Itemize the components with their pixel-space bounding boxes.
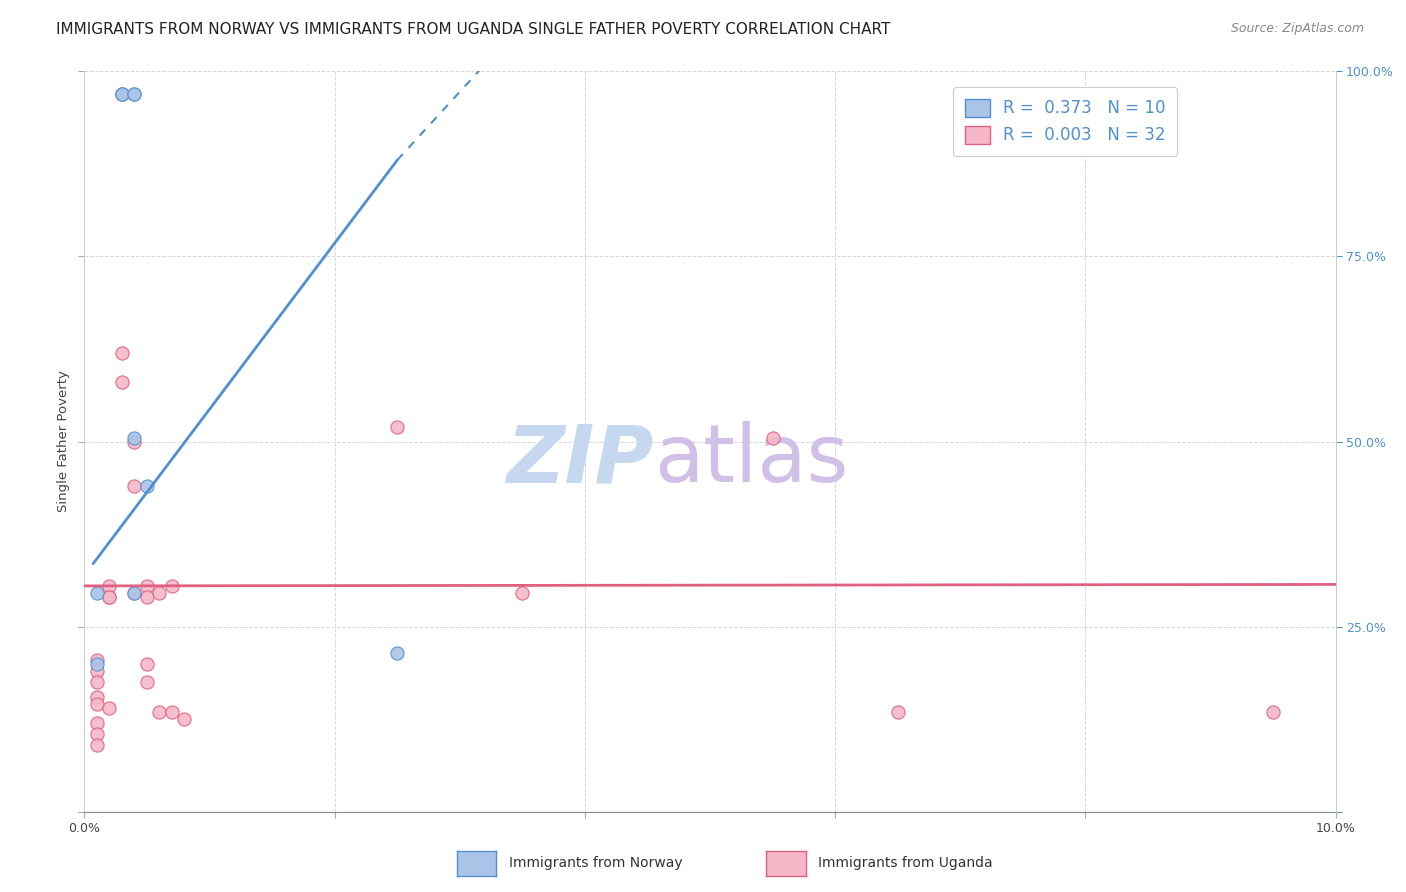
- Point: [173, 712, 195, 726]
- Point: [136, 579, 159, 593]
- Point: [86, 715, 108, 730]
- Point: [98, 590, 121, 604]
- Point: [136, 479, 159, 493]
- Point: [148, 586, 170, 600]
- Point: [124, 479, 146, 493]
- Point: [124, 431, 146, 445]
- Point: [98, 579, 121, 593]
- Point: [512, 586, 534, 600]
- Point: [86, 675, 108, 690]
- Point: [136, 657, 159, 671]
- Point: [98, 701, 121, 715]
- Point: [124, 434, 146, 449]
- Point: [136, 675, 159, 690]
- Point: [86, 698, 108, 712]
- Point: [160, 579, 183, 593]
- Point: [124, 586, 146, 600]
- Point: [762, 431, 785, 445]
- Point: [86, 657, 108, 671]
- Point: [86, 727, 108, 741]
- Text: ZIP: ZIP: [506, 421, 654, 499]
- Y-axis label: Single Father Poverty: Single Father Poverty: [58, 370, 70, 513]
- Point: [86, 586, 108, 600]
- Point: [124, 87, 146, 101]
- Text: Immigrants from Norway: Immigrants from Norway: [509, 856, 682, 871]
- Point: [1263, 705, 1285, 719]
- Point: [148, 705, 170, 719]
- Point: [111, 87, 134, 101]
- Point: [124, 586, 146, 600]
- Point: [111, 376, 134, 390]
- Point: [385, 646, 409, 660]
- Legend: R =  0.373   N = 10, R =  0.003   N = 32: R = 0.373 N = 10, R = 0.003 N = 32: [953, 87, 1177, 156]
- Point: [136, 590, 159, 604]
- Point: [111, 87, 134, 101]
- Point: [160, 705, 183, 719]
- Text: Immigrants from Uganda: Immigrants from Uganda: [818, 856, 993, 871]
- Point: [86, 653, 108, 667]
- Point: [98, 590, 121, 604]
- Point: [111, 345, 134, 359]
- Point: [86, 738, 108, 752]
- Text: Source: ZipAtlas.com: Source: ZipAtlas.com: [1230, 22, 1364, 36]
- Point: [86, 664, 108, 678]
- Text: IMMIGRANTS FROM NORWAY VS IMMIGRANTS FROM UGANDA SINGLE FATHER POVERTY CORRELATI: IMMIGRANTS FROM NORWAY VS IMMIGRANTS FRO…: [56, 22, 890, 37]
- Point: [111, 87, 134, 101]
- Point: [124, 87, 146, 101]
- Point: [887, 705, 910, 719]
- Point: [86, 690, 108, 704]
- Text: atlas: atlas: [654, 421, 848, 499]
- Point: [385, 419, 409, 434]
